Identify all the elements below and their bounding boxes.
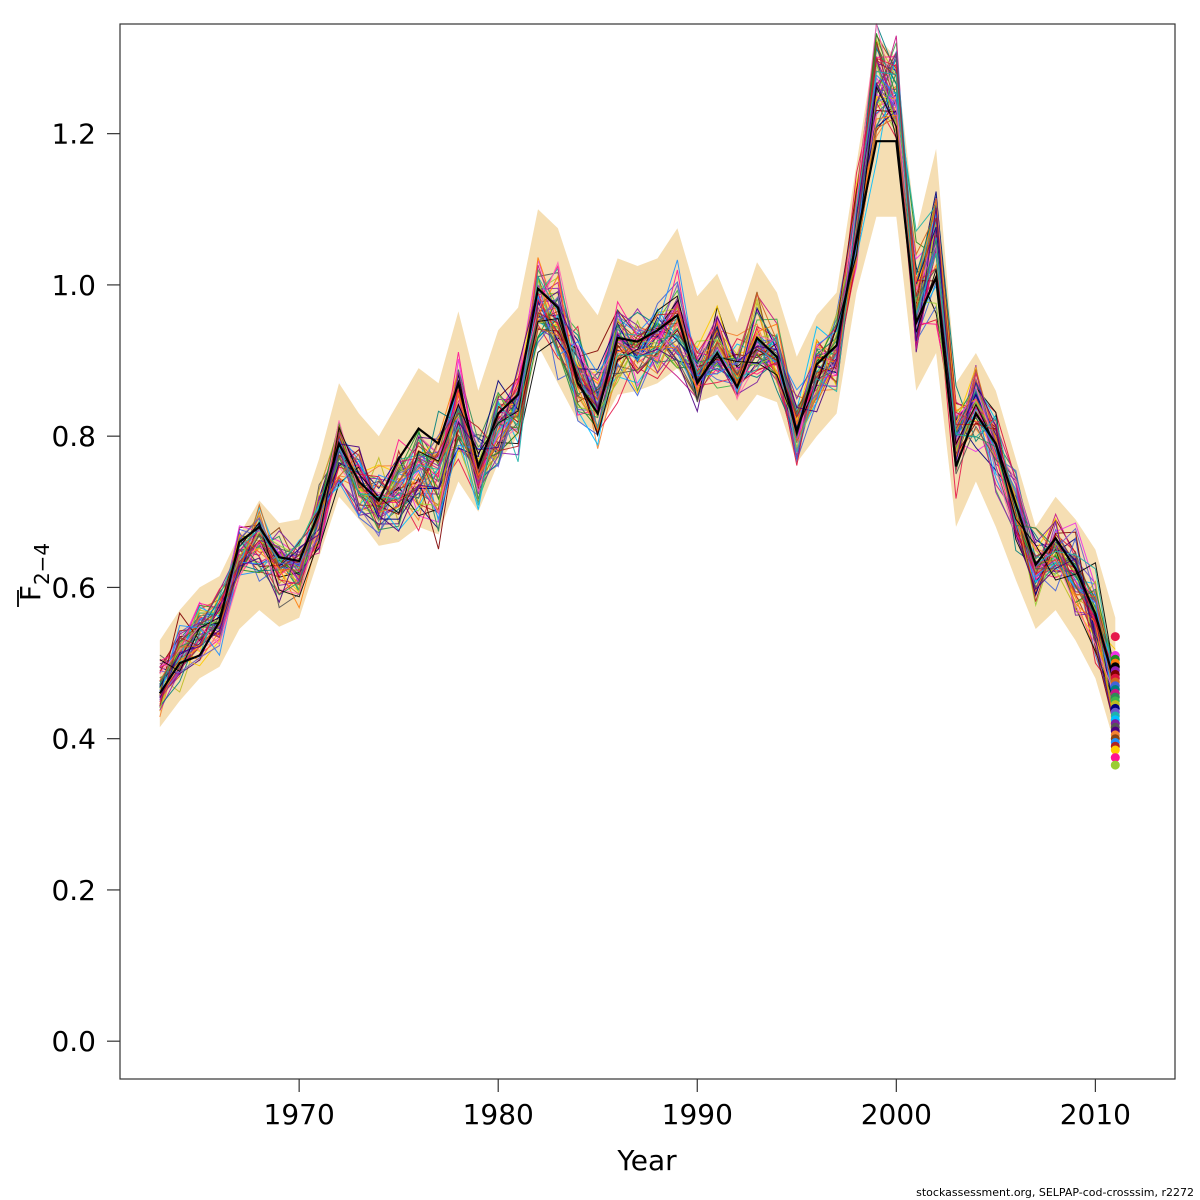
terminal-point xyxy=(1110,760,1120,770)
x-tick-label: 1980 xyxy=(463,1098,534,1131)
y-tick-label: 1.2 xyxy=(51,118,96,151)
y-tick-label: 0.6 xyxy=(51,571,96,604)
x-tick-label: 2000 xyxy=(861,1098,932,1131)
y-axis-title: F2−4 xyxy=(14,543,54,607)
y-tick-label: 1.0 xyxy=(51,269,96,302)
terminal-point xyxy=(1110,745,1120,755)
best-estimate-layer xyxy=(158,140,1117,694)
y-axis-title-subscript: 2−4 xyxy=(30,543,54,585)
replicate-line xyxy=(159,23,1116,697)
x-tick-label: 1990 xyxy=(662,1098,733,1131)
y-tick-label: 0.8 xyxy=(51,420,96,453)
replicate-line xyxy=(159,51,1116,721)
replicate-lines-layer xyxy=(159,23,1116,735)
terminal-points-layer xyxy=(1110,632,1120,770)
footer-credit: stockassessment.org, SELPAP-cod-crosssim… xyxy=(916,1186,1194,1199)
terminal-point xyxy=(1110,632,1120,642)
y-axis: 0.0 0.2 0.4 0.6 0.8 1.0 1.2 xyxy=(51,118,120,1058)
x-tick-label: 1970 xyxy=(264,1098,335,1131)
replicate-line xyxy=(159,35,1116,709)
y-tick-label: 0.0 xyxy=(51,1025,96,1058)
x-axis-title: Year xyxy=(616,1144,677,1177)
y-axis-title-main: F xyxy=(14,585,47,601)
plot-frame xyxy=(119,23,1176,1080)
x-tick-label: 2010 xyxy=(1060,1098,1131,1131)
svg-text:F2−4: F2−4 xyxy=(14,543,54,601)
y-tick-label: 0.2 xyxy=(51,874,96,907)
replicate-line xyxy=(159,58,1116,706)
y-tick-label: 0.4 xyxy=(51,723,96,756)
x-axis: 1970 1980 1990 2000 2010 xyxy=(264,1079,1131,1131)
replicate-line xyxy=(159,71,1116,693)
terminal-point xyxy=(1110,753,1120,763)
best-estimate-line xyxy=(158,140,1117,694)
replicate-line xyxy=(159,85,1116,678)
